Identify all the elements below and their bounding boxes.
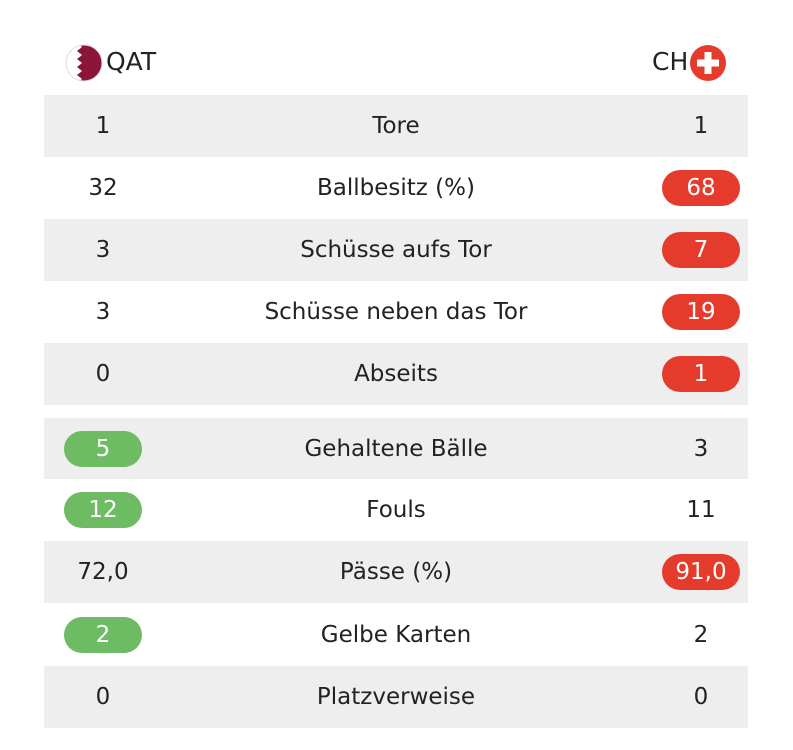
away-value: 3: [693, 436, 709, 462]
home-value: 0: [95, 684, 111, 710]
home-value: 0: [95, 361, 111, 387]
stat-label: Gehaltene Bälle: [304, 436, 488, 462]
stat-row: Ballbesitz (%) 32 68: [44, 157, 748, 219]
home-value: 3: [95, 299, 111, 325]
stat-row: Schüsse aufs Tor 3 7: [44, 219, 748, 281]
stat-row: Tore 1 1: [44, 95, 748, 157]
home-value: 1: [95, 113, 111, 139]
stat-label: Tore: [372, 113, 420, 139]
stat-label: Platzverweise: [316, 684, 476, 710]
stat-label: Schüsse neben das Tor: [264, 299, 528, 325]
stat-row: Abseits 0 1: [44, 343, 748, 405]
away-value: 7: [662, 232, 740, 268]
swiss-flag: [690, 45, 726, 81]
away-value: 91,0: [662, 554, 740, 590]
stat-row: Gelbe Karten 2 2: [44, 604, 748, 666]
away-value: 68: [662, 170, 740, 206]
stat-label: Gelbe Karten: [320, 622, 472, 648]
stat-row: Schüsse neben das Tor 3 19: [44, 281, 748, 343]
home-value: 32: [88, 175, 118, 201]
stat-row: Platzverweise 0 0: [44, 666, 748, 728]
away-value: 1: [693, 113, 709, 139]
stat-row: Pässe (%) 72,0 91,0: [44, 541, 748, 603]
away-value: 11: [686, 497, 716, 523]
away-value: 0: [693, 684, 709, 710]
away-team: CH: [652, 47, 689, 76]
stat-label: Abseits: [354, 361, 438, 387]
away-value: 19: [662, 294, 740, 330]
home-team: QAT: [106, 47, 157, 76]
stat-label: Fouls: [366, 497, 426, 523]
away-value: 1: [662, 356, 740, 392]
away-value: 2: [693, 622, 709, 648]
stat-label: Ballbesitz (%): [317, 175, 475, 201]
stat-row: Fouls 12 11: [44, 479, 748, 541]
stat-row: Gehaltene Bälle 5 3: [44, 418, 748, 480]
stat-label: Pässe (%): [339, 559, 453, 585]
home-value: 72,0: [77, 559, 129, 585]
home-value: 12: [64, 492, 142, 528]
home-value: 2: [64, 617, 142, 653]
home-value: 3: [95, 237, 111, 263]
stat-label: Schüsse aufs Tor: [300, 237, 492, 263]
home-value: 5: [64, 431, 142, 467]
qatar-flag: [65, 44, 103, 82]
